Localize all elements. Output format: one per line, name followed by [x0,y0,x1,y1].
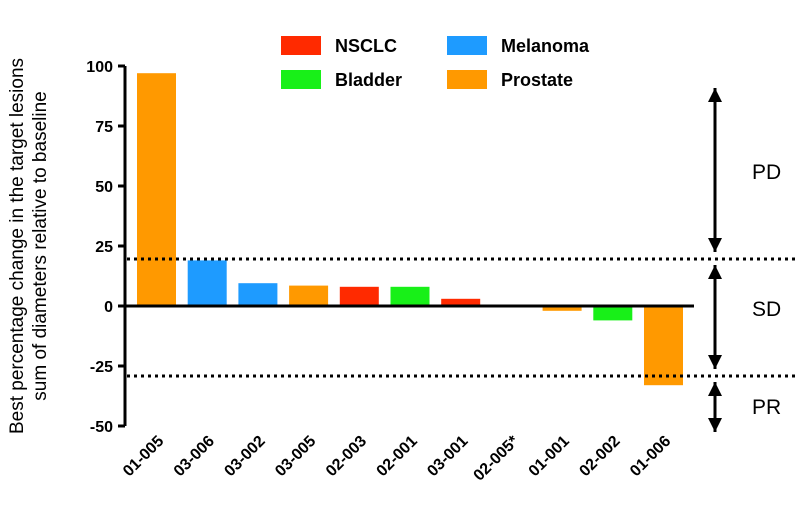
legend-swatch-melanoma [447,36,487,55]
zone-label-pr: PR [752,396,781,419]
y-tick-label: 25 [95,239,113,256]
y-tick-label: 0 [104,299,113,316]
category-label: 03-005 [272,433,319,480]
legend-label-nsclc: NSCLC [335,36,397,56]
y-tick-label: 100 [86,59,113,76]
y-axis-label: Best percentage change in the target les… [7,58,28,434]
bar-01-005 [137,73,176,306]
y-tick-label: 50 [95,179,113,196]
pd-arrow-head-up [708,88,722,102]
y-ticks-layer: 100 75 50 25 0 -25 -50 [86,59,125,436]
pd-arrow-head-down [708,238,722,252]
zone-label-sd: SD [752,298,781,321]
legend-label-prostate: Prostate [501,70,573,90]
category-label: 03-006 [171,433,218,480]
bar-02-003 [339,286,379,306]
legend-label-melanoma: Melanoma [501,36,590,56]
pr-arrow-head-down [708,418,722,432]
sd-arrow-head-down [708,355,722,369]
zone-label-pd: PD [752,161,781,184]
response-zones: PD SD PR [708,88,781,432]
pr-arrow-head-up [708,382,722,396]
category-label: 02-001 [374,433,421,480]
y-tick-label: -50 [90,419,113,436]
legend-swatch-bladder [281,70,321,89]
bar-03-005 [289,285,329,306]
bars-layer [137,73,683,386]
bar-02-002 [593,306,633,321]
y-axis-label-line2: sum of diameters relative to baseline [30,91,51,400]
bar-03-002 [238,283,278,306]
category-label: 01-001 [526,433,573,480]
sd-arrow-head-up [708,265,722,279]
bar-01-001 [542,306,582,311]
category-label: 01-006 [627,433,674,480]
reference-lines-layer [127,257,798,378]
legend-swatch-prostate [447,70,487,89]
category-label: 02-005* [471,432,523,484]
y-tick-label: -25 [90,359,113,376]
category-label: 02-002 [576,433,623,480]
bar-03-006 [187,260,227,306]
axes-layer [123,66,694,426]
bar-02-001 [390,286,430,306]
bar-01-006 [644,306,683,386]
y-tick-label: 75 [95,119,113,136]
legend-label-bladder: Bladder [335,70,402,90]
category-label: 02-003 [323,433,370,480]
category-labels-layer: 01-005 03-006 03-002 03-005 02-003 02-001 03-0… [120,432,674,484]
bar-03-001 [441,298,481,306]
category-label: 01-005 [120,433,167,480]
category-label: 03-001 [424,433,471,480]
legend: NSCLC Melanoma Bladder Prostate [281,36,590,90]
legend-swatch-nsclc [281,36,321,55]
category-label: 03-002 [221,433,268,480]
